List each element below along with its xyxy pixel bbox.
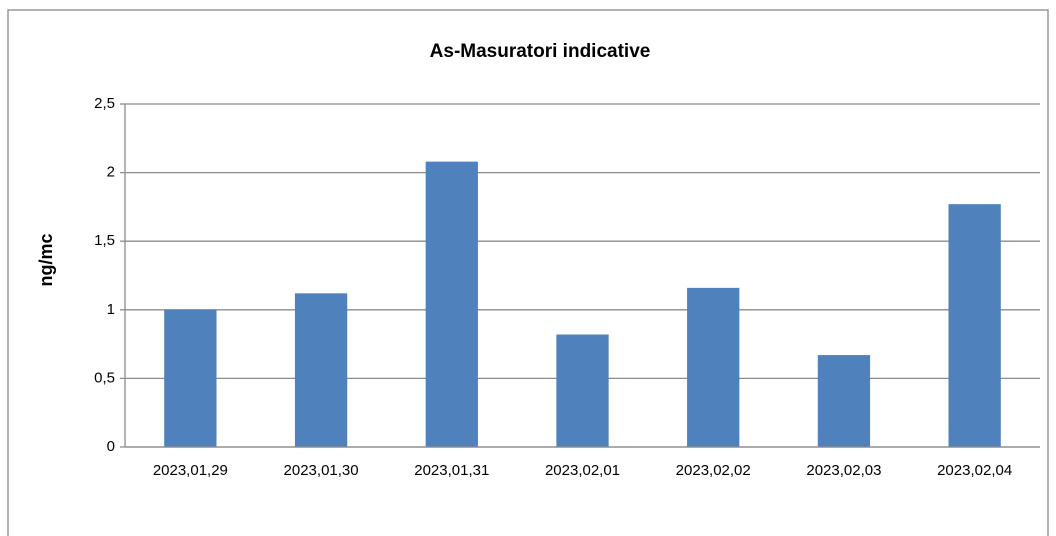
y-tick-label: 0: [107, 438, 115, 455]
bar: [948, 204, 1001, 447]
x-tick-label: 2023,01,31: [414, 462, 489, 479]
x-tick-label: 2023,02,02: [676, 462, 751, 479]
bar: [294, 293, 348, 447]
x-tick-label: 2023,01,30: [284, 462, 359, 479]
y-axis-label: ng/mc: [36, 233, 56, 286]
y-tick-label: 2: [107, 164, 115, 181]
x-tick-label: 2023,02,03: [806, 462, 881, 479]
x-tick-label: 2023,02,01: [545, 462, 620, 479]
bar: [817, 355, 871, 447]
bar: [425, 161, 478, 447]
chart-title: As-Masuratori indicative: [430, 41, 651, 62]
x-tick-label: 2023,01,29: [153, 462, 228, 479]
y-tick-label: 1,5: [94, 232, 115, 249]
y-tick-label: 2,5: [94, 95, 115, 112]
bar: [556, 334, 609, 447]
y-tick-label: 1: [107, 301, 115, 318]
y-tick-label: 0,5: [94, 369, 115, 386]
x-tick-label: 2023,02,04: [937, 462, 1012, 479]
bar: [164, 309, 217, 447]
chart-border: [7, 9, 1049, 536]
bar: [687, 287, 740, 447]
